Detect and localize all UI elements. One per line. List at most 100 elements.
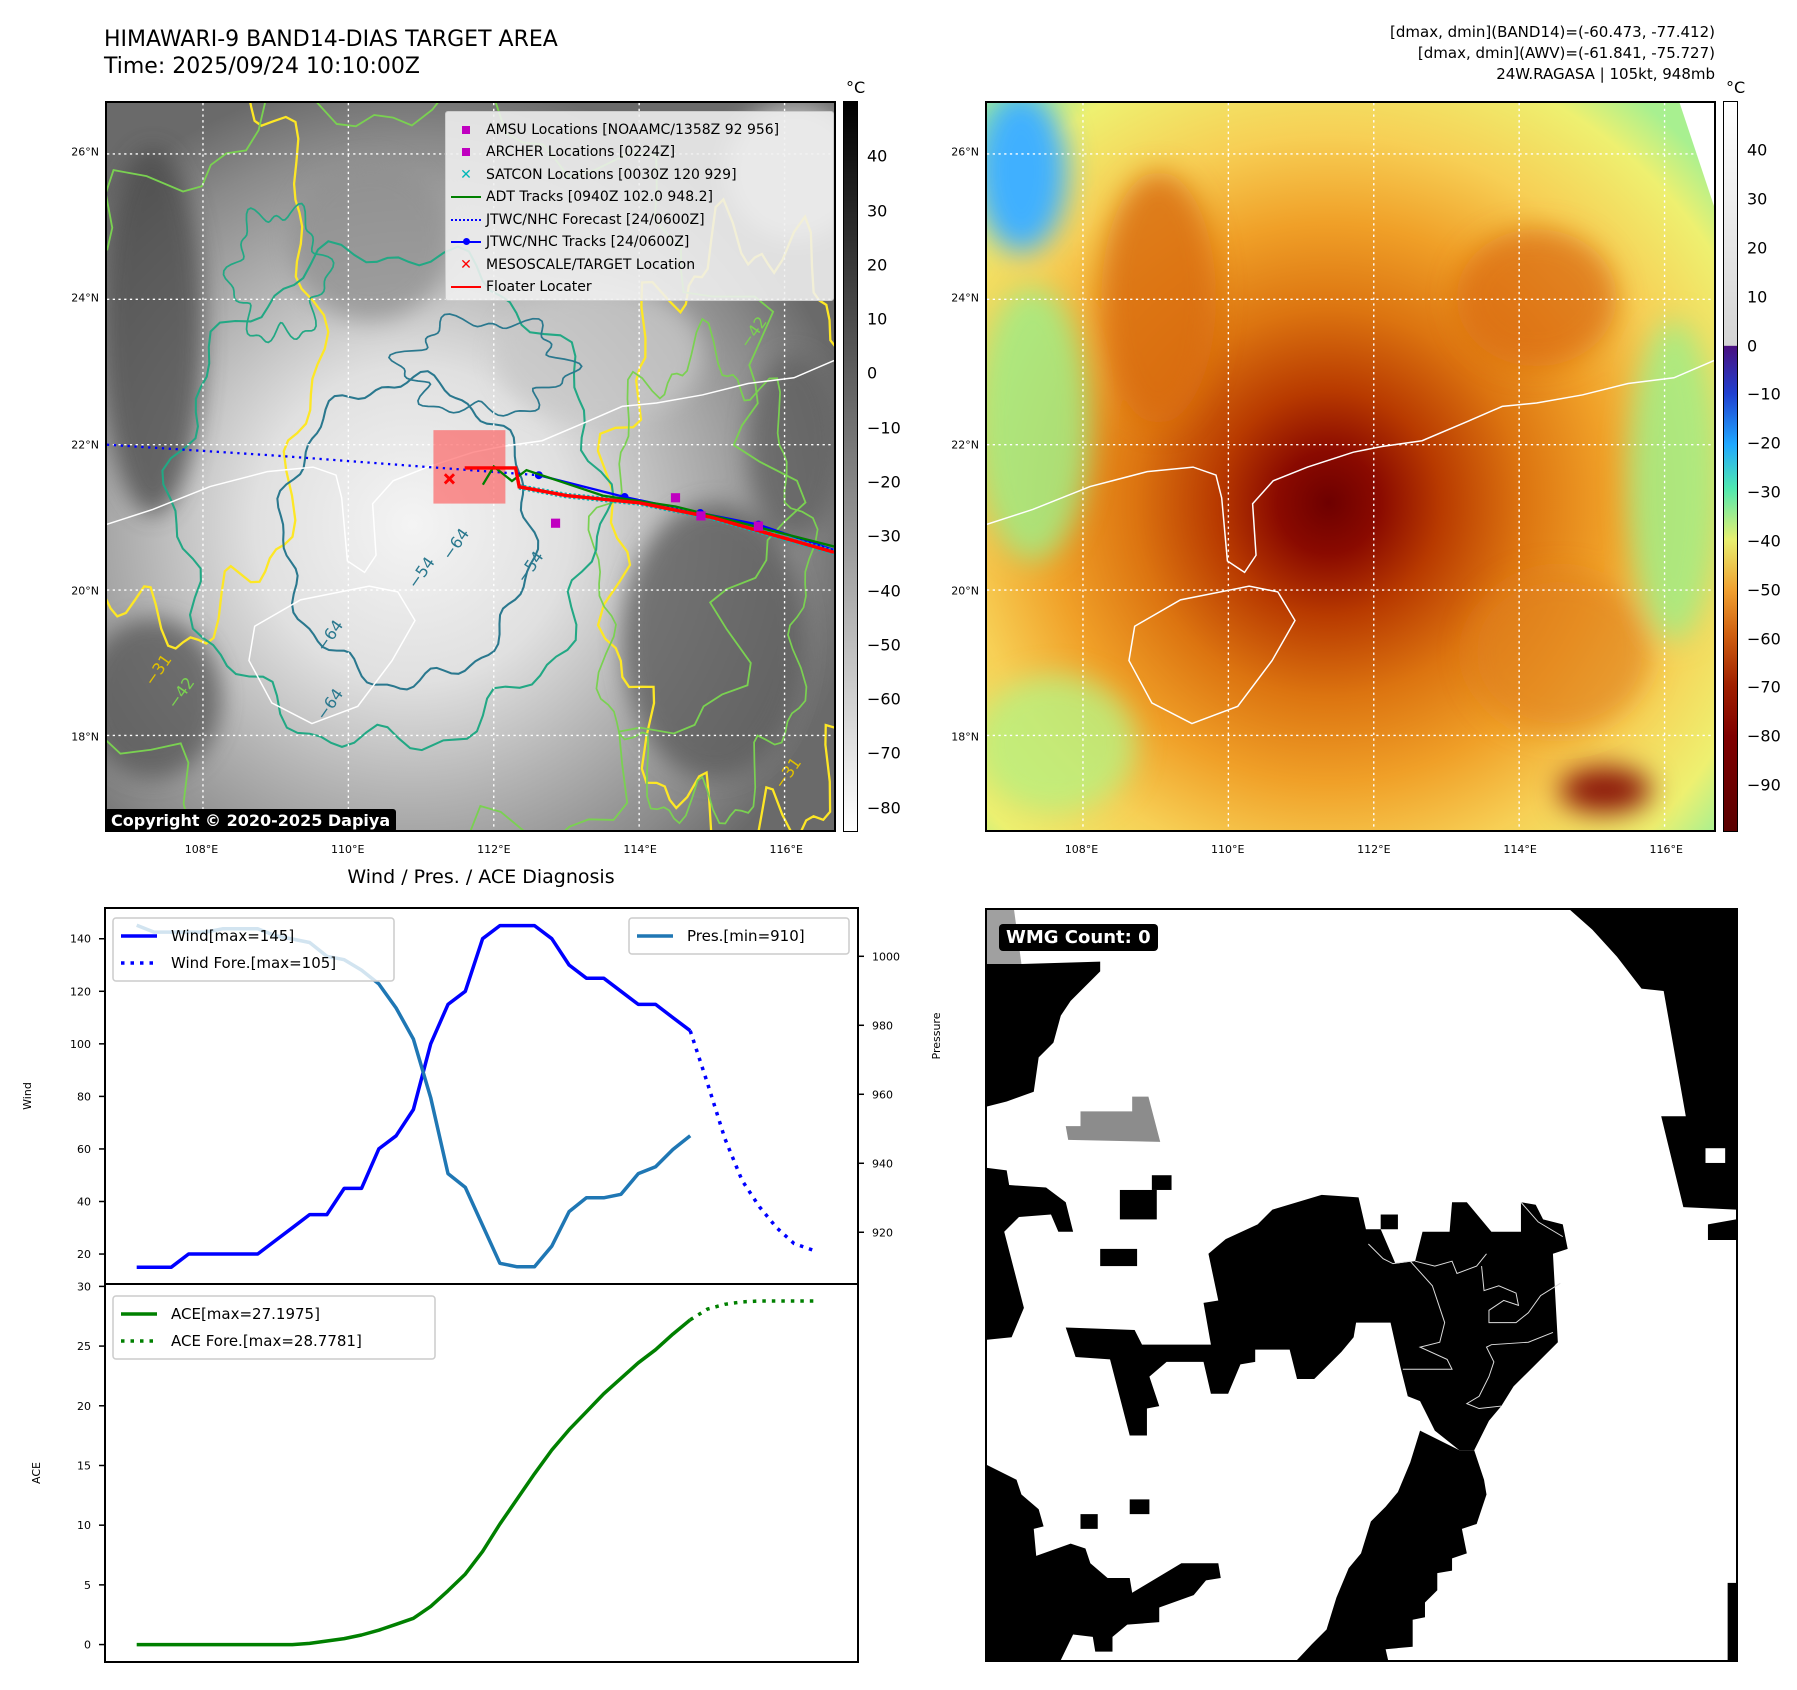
series-wind-fore-line xyxy=(688,1030,818,1254)
colorbar-tick-label: −10 xyxy=(1747,384,1781,404)
colorbar-tick-label: 20 xyxy=(1747,238,1768,258)
y-tick-label: 25 xyxy=(77,1340,91,1353)
legend-item: Floater Locater xyxy=(446,276,592,299)
colorbar-tick-label: −60 xyxy=(1747,629,1781,649)
lat-label: 18°N xyxy=(71,730,99,744)
lon-label: 116°E xyxy=(769,843,804,856)
wmg-count-label: WMG Count: 0 xyxy=(999,924,1158,951)
legend-item: ARCHER Locations [0224Z] xyxy=(446,141,675,164)
amsu-archer-marker xyxy=(670,493,681,503)
lon-label: 110°E xyxy=(1210,843,1245,856)
y-tick-label: 140 xyxy=(70,933,91,946)
colorbar-tick-label: 10 xyxy=(1747,287,1768,307)
legend-label: Floater Locater xyxy=(486,279,592,295)
legend-item: ✕ MESOSCALE/TARGET Location xyxy=(446,253,695,276)
legend-label: AMSU Locations [NOAAMC/1358Z 92 956] xyxy=(486,121,780,138)
y2-tick-label: 1000 xyxy=(872,950,900,963)
colorbar-tick-label: −20 xyxy=(1747,433,1781,453)
lat-label: 20°N xyxy=(951,584,979,598)
chart-legend: Pres.[min=910] xyxy=(628,917,850,955)
colorbar-tick-label: −90 xyxy=(1747,775,1781,795)
legend-item: AMSU Locations [NOAAMC/1358Z 92 956] xyxy=(446,118,779,141)
legend-item: JTWC/NHC Forecast [24/0600Z] xyxy=(446,208,705,231)
colorbar-tick-label: −50 xyxy=(1747,580,1781,600)
y-axis-label: ACE xyxy=(30,1462,43,1484)
coastline xyxy=(107,359,834,725)
legend-label: ARCHER Locations [0224Z] xyxy=(486,144,676,160)
colorbar-tick-label: −80 xyxy=(867,798,901,818)
jtwc-forecast-track xyxy=(107,443,539,477)
y-tick-label: 5 xyxy=(84,1579,91,1592)
plot-frame xyxy=(104,1283,859,1663)
legend-line-icon xyxy=(446,286,486,288)
lat-label: 22°N xyxy=(951,438,979,452)
lon-label: 116°E xyxy=(1649,843,1684,856)
y2-tick-label: 980 xyxy=(872,1019,893,1032)
y-tick-label: 40 xyxy=(77,1195,91,1208)
storm-stats: [dmax, dmin](BAND14)=(-60.473, -77.412) … xyxy=(1390,22,1715,85)
y-axis-label: Wind xyxy=(21,1082,34,1110)
legend-label: ACE Fore.[max=28.7781] xyxy=(171,1332,362,1350)
colorbar-tick-label: −20 xyxy=(867,472,901,492)
lat-label: 18°N xyxy=(951,730,979,744)
legend-item: JTWC/NHC Tracks [24/0600Z] xyxy=(446,231,689,254)
colorbar-tick-label: −80 xyxy=(1747,726,1781,746)
colorbar-tick-label: −50 xyxy=(867,635,901,655)
colorbar-left-unit: °C xyxy=(846,78,866,97)
series-wind-line xyxy=(136,923,692,1269)
colorbar-tick-label: 0 xyxy=(867,363,878,383)
colorbar-tick-label: 30 xyxy=(867,201,888,221)
colorbar-tick-label: −10 xyxy=(867,418,901,438)
amsu-archer-marker xyxy=(753,521,763,531)
lon-label: 112°E xyxy=(1357,843,1391,856)
legend-label: ADT Tracks [0940Z 102.0 948.2] xyxy=(486,189,713,205)
map-legend: AMSU Locations [NOAAMC/1358Z 92 956] ARCH… xyxy=(445,111,834,301)
y-tick-label: 10 xyxy=(77,1519,91,1532)
legend-label: JTWC/NHC Tracks [24/0600Z] xyxy=(486,234,690,250)
contour-line xyxy=(387,313,583,417)
storm-summary: 24W.RAGASA | 105kt, 948mb xyxy=(1496,65,1715,83)
ace-chart: 0 5 10 15 20 25 30 ACE ACE[max=27.1975] ACE Fore.… xyxy=(30,1280,859,1663)
lon-label: 110°E xyxy=(330,843,365,856)
map-canvas xyxy=(987,103,1714,830)
y-tick-label: 30 xyxy=(77,1280,91,1293)
series-ace-fore-line xyxy=(689,1299,817,1322)
contour-line xyxy=(587,317,819,825)
y2-tick-label: 920 xyxy=(872,1226,893,1239)
copyright-label: Copyright © 2020-2025 Dapiya xyxy=(107,809,397,830)
title-line: HIMAWARI-9 BAND14-DIAS TARGET AREA xyxy=(104,27,558,52)
lon-label: 108°E xyxy=(184,843,219,856)
legend-label: Wind Fore.[max=105] xyxy=(171,954,336,972)
colorbar-tick-label: 40 xyxy=(867,146,888,166)
chart-title: Wind / Pres. / ACE Diagnosis xyxy=(347,866,615,888)
band14-contour-map: −64 −54 −64 −54 −64 −42 −31 −31 −42 AMSU Locatio… xyxy=(105,101,836,832)
y-tick-label: 120 xyxy=(70,985,91,998)
chart-legend: Wind[max=145] Wind Fore.[max=105] xyxy=(112,917,395,982)
band14-color-map xyxy=(985,101,1716,832)
y-tick-label: 80 xyxy=(77,1090,91,1103)
contour-line xyxy=(107,103,330,650)
legend-item: ADT Tracks [0940Z 102.0 948.2] xyxy=(446,186,713,209)
wind-pressure-chart: 20 40 60 80 100 120 140 920 940 960 980 1000 Wind Pre… xyxy=(21,907,943,1285)
legend-label: MESOSCALE/TARGET Location xyxy=(486,256,696,273)
colorbar-left xyxy=(843,101,858,832)
lat-label: 24°N xyxy=(951,291,979,305)
series-ace-line xyxy=(136,1318,692,1647)
colorbar-tick-label: −40 xyxy=(1747,531,1781,551)
legend-dotted-icon xyxy=(446,218,486,221)
y-tick-label: 20 xyxy=(77,1248,91,1261)
y-tick-label: 100 xyxy=(70,1038,91,1051)
awv-stats: [dmax, dmin](AWV)=(-61.841, -75.727) xyxy=(1417,44,1715,62)
colorbar-tick-label: 20 xyxy=(867,255,888,275)
legend-label: ACE[max=27.1975] xyxy=(171,1305,320,1323)
contour-line xyxy=(222,202,335,344)
y2-axis-label: Pressure xyxy=(930,1012,943,1059)
lon-label: 112°E xyxy=(477,843,511,856)
mesoscale-target-marker xyxy=(443,473,456,485)
colorbar-tick-label: −30 xyxy=(867,526,901,546)
colorbar-tick-label: 30 xyxy=(1747,189,1768,209)
figure-title: HIMAWARI-9 BAND14-DIAS TARGET AREA Time:… xyxy=(104,26,558,80)
legend-square-icon xyxy=(446,148,486,156)
y-tick-label: 60 xyxy=(77,1143,91,1156)
legend-linedot-icon xyxy=(446,238,486,245)
